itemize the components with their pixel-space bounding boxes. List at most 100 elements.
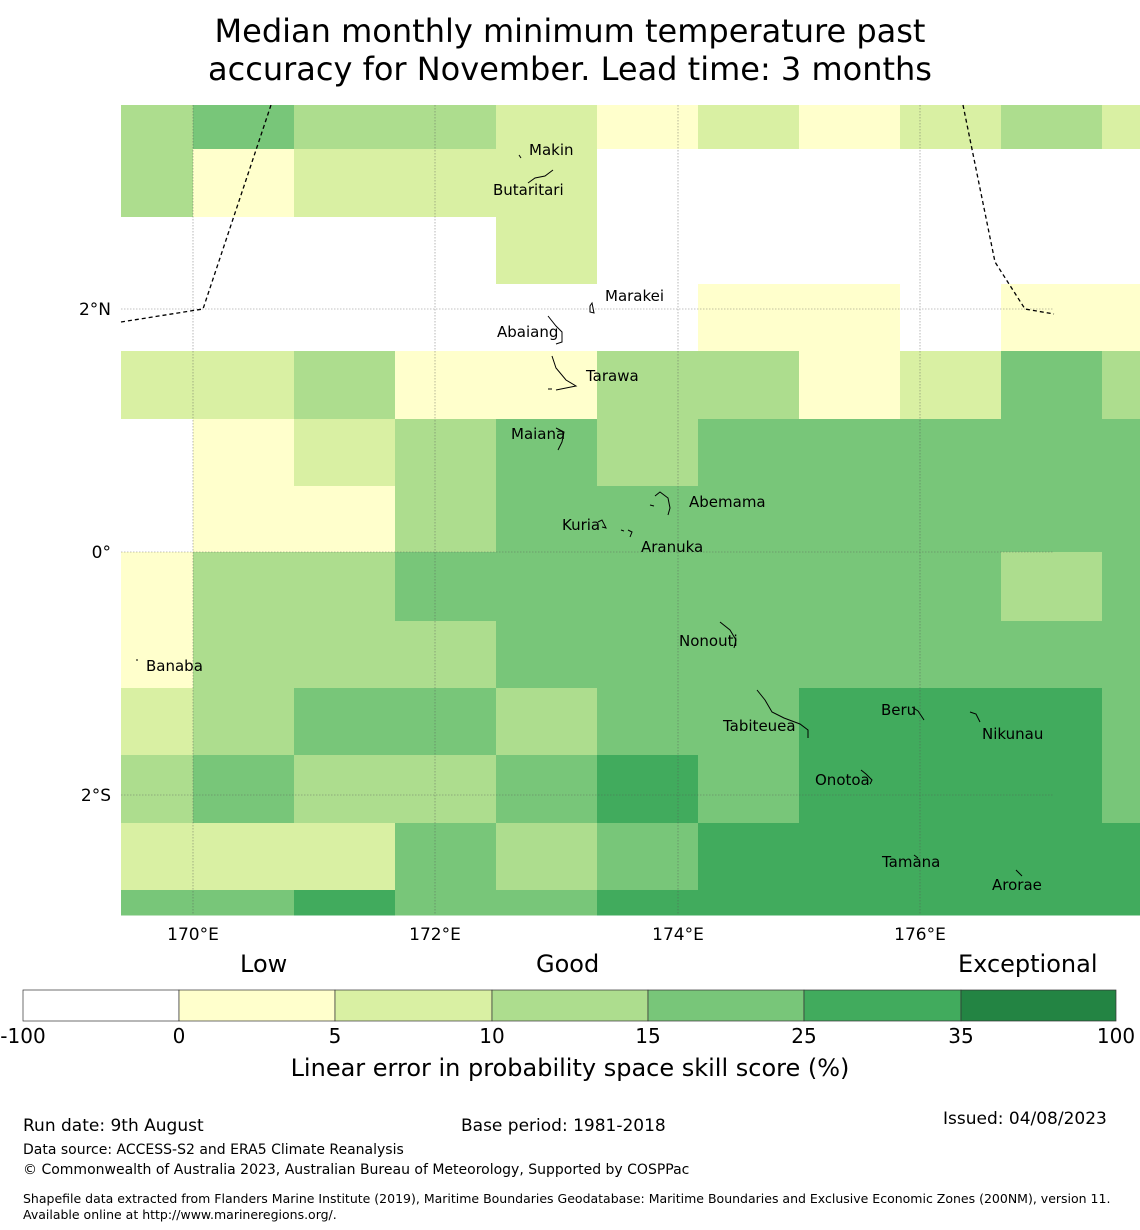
grid-cell xyxy=(395,149,497,218)
colorbar-tick: 100 xyxy=(1096,1024,1136,1048)
grid-cell xyxy=(900,419,1002,487)
base-period: Base period: 1981-2018 xyxy=(461,1116,666,1136)
grid-cell xyxy=(395,890,497,916)
lon-label-176: 176°E xyxy=(894,925,946,945)
lon-label-172: 172°E xyxy=(409,925,461,945)
colorbar-label-low: Low xyxy=(240,950,288,978)
grid-cell xyxy=(698,621,800,689)
eez-boundary xyxy=(120,104,1055,323)
grid-cell xyxy=(597,486,699,553)
island-label-banaba: Banaba xyxy=(146,657,203,675)
grid-cell xyxy=(395,284,497,352)
grid-cell xyxy=(597,823,699,891)
grid-cell xyxy=(193,149,295,218)
colorbar-tick: 15 xyxy=(635,1024,661,1048)
title-line-2: accuracy for November. Lead time: 3 mont… xyxy=(208,50,932,88)
grid-cell xyxy=(121,419,194,487)
grid-cell xyxy=(1001,621,1103,689)
grid-cell xyxy=(900,217,1002,285)
grid-cell xyxy=(395,351,497,420)
grid-cell xyxy=(294,284,396,352)
grid-cell xyxy=(1102,105,1140,150)
grid-cell xyxy=(294,621,396,689)
grid-cell xyxy=(395,688,497,756)
colorbar-tick: -100 xyxy=(0,1024,46,1048)
grid-cell xyxy=(496,486,598,553)
grid-cell xyxy=(121,552,194,622)
grid-cell xyxy=(395,217,497,285)
grid-cell xyxy=(193,217,295,285)
grid-cell xyxy=(799,217,901,285)
grid-cell xyxy=(1102,284,1140,352)
grid-cell xyxy=(900,621,1002,689)
grid-cell xyxy=(1001,217,1103,285)
grid-cell xyxy=(597,284,699,352)
colorbar-tick: 0 xyxy=(172,1024,186,1048)
grid-cell xyxy=(121,621,194,689)
grid-cell xyxy=(698,351,800,420)
grid-cell xyxy=(121,823,194,891)
grid-cell xyxy=(1102,419,1140,487)
grid-cell xyxy=(1001,688,1103,756)
grid-cell xyxy=(294,351,396,420)
colorbar-bin xyxy=(803,989,962,1022)
grid-cell xyxy=(496,688,598,756)
grid-cell xyxy=(799,823,901,891)
grid-cell xyxy=(193,486,295,553)
grid-cell xyxy=(193,284,295,352)
grid-cell xyxy=(597,419,699,487)
grid-cell xyxy=(900,284,1002,352)
colorbar-tick: 5 xyxy=(328,1024,342,1048)
grid-cell xyxy=(496,890,598,916)
grid-cell xyxy=(193,755,295,824)
grid-cell xyxy=(799,621,901,689)
graticule xyxy=(121,105,1054,915)
grid-cell xyxy=(1001,755,1103,824)
grid-cell xyxy=(121,755,194,824)
colorbar-bin xyxy=(647,989,805,1022)
grid-cell xyxy=(1102,688,1140,756)
grid-cell xyxy=(799,486,901,553)
grid-cell xyxy=(597,755,699,824)
grid-cell xyxy=(1001,149,1103,218)
grid-cell xyxy=(1001,823,1103,891)
grid-cell xyxy=(1001,105,1103,150)
skill-grid xyxy=(121,105,1140,916)
island-label-tarawa: Tarawa xyxy=(585,367,639,385)
grid-cell xyxy=(900,105,1002,150)
colorbar-label-good: Good xyxy=(536,950,600,978)
shapefile-credit: Shapefile data extracted from Flanders M… xyxy=(23,1191,1111,1222)
grid-cell xyxy=(193,688,295,756)
lon-label-170: 170°E xyxy=(167,925,219,945)
island-label-onotoa: Onotoa xyxy=(815,771,870,789)
island-label-aranuka: Aranuka xyxy=(641,538,703,556)
island-label-kuria: Kuria xyxy=(562,516,600,534)
lat-label-2n: 2°N xyxy=(79,300,111,320)
longitude-labels: 170°E 172°E 174°E 176°E xyxy=(167,925,946,945)
grid-cell xyxy=(1102,149,1140,218)
grid-cell xyxy=(121,284,194,352)
colorbar-title: Linear error in probability space skill … xyxy=(290,1054,850,1082)
grid-cell xyxy=(294,419,396,487)
grid-cell xyxy=(1102,351,1140,420)
grid-cell xyxy=(597,688,699,756)
grid-cell xyxy=(900,755,1002,824)
grid-cell xyxy=(900,351,1002,420)
grid-cell xyxy=(1001,890,1103,916)
grid-cell xyxy=(799,755,901,824)
grid-cell xyxy=(597,621,699,689)
grid-cell xyxy=(294,755,396,824)
lat-label-0: 0° xyxy=(92,543,111,563)
colorbar xyxy=(22,989,1117,1022)
grid-cell xyxy=(496,823,598,891)
grid-cell xyxy=(597,217,699,285)
grid-cell xyxy=(900,486,1002,553)
island-label-abemama: Abemama xyxy=(689,493,766,511)
grid-cell xyxy=(1001,419,1103,487)
grid-cell xyxy=(294,890,396,916)
grid-cell xyxy=(597,351,699,420)
grid-cell xyxy=(395,486,497,553)
grid-cell xyxy=(1102,486,1140,553)
island-labels: Makin Butaritari Marakei Abaiang Tarawa … xyxy=(146,141,1043,894)
grid-cell xyxy=(698,552,800,622)
